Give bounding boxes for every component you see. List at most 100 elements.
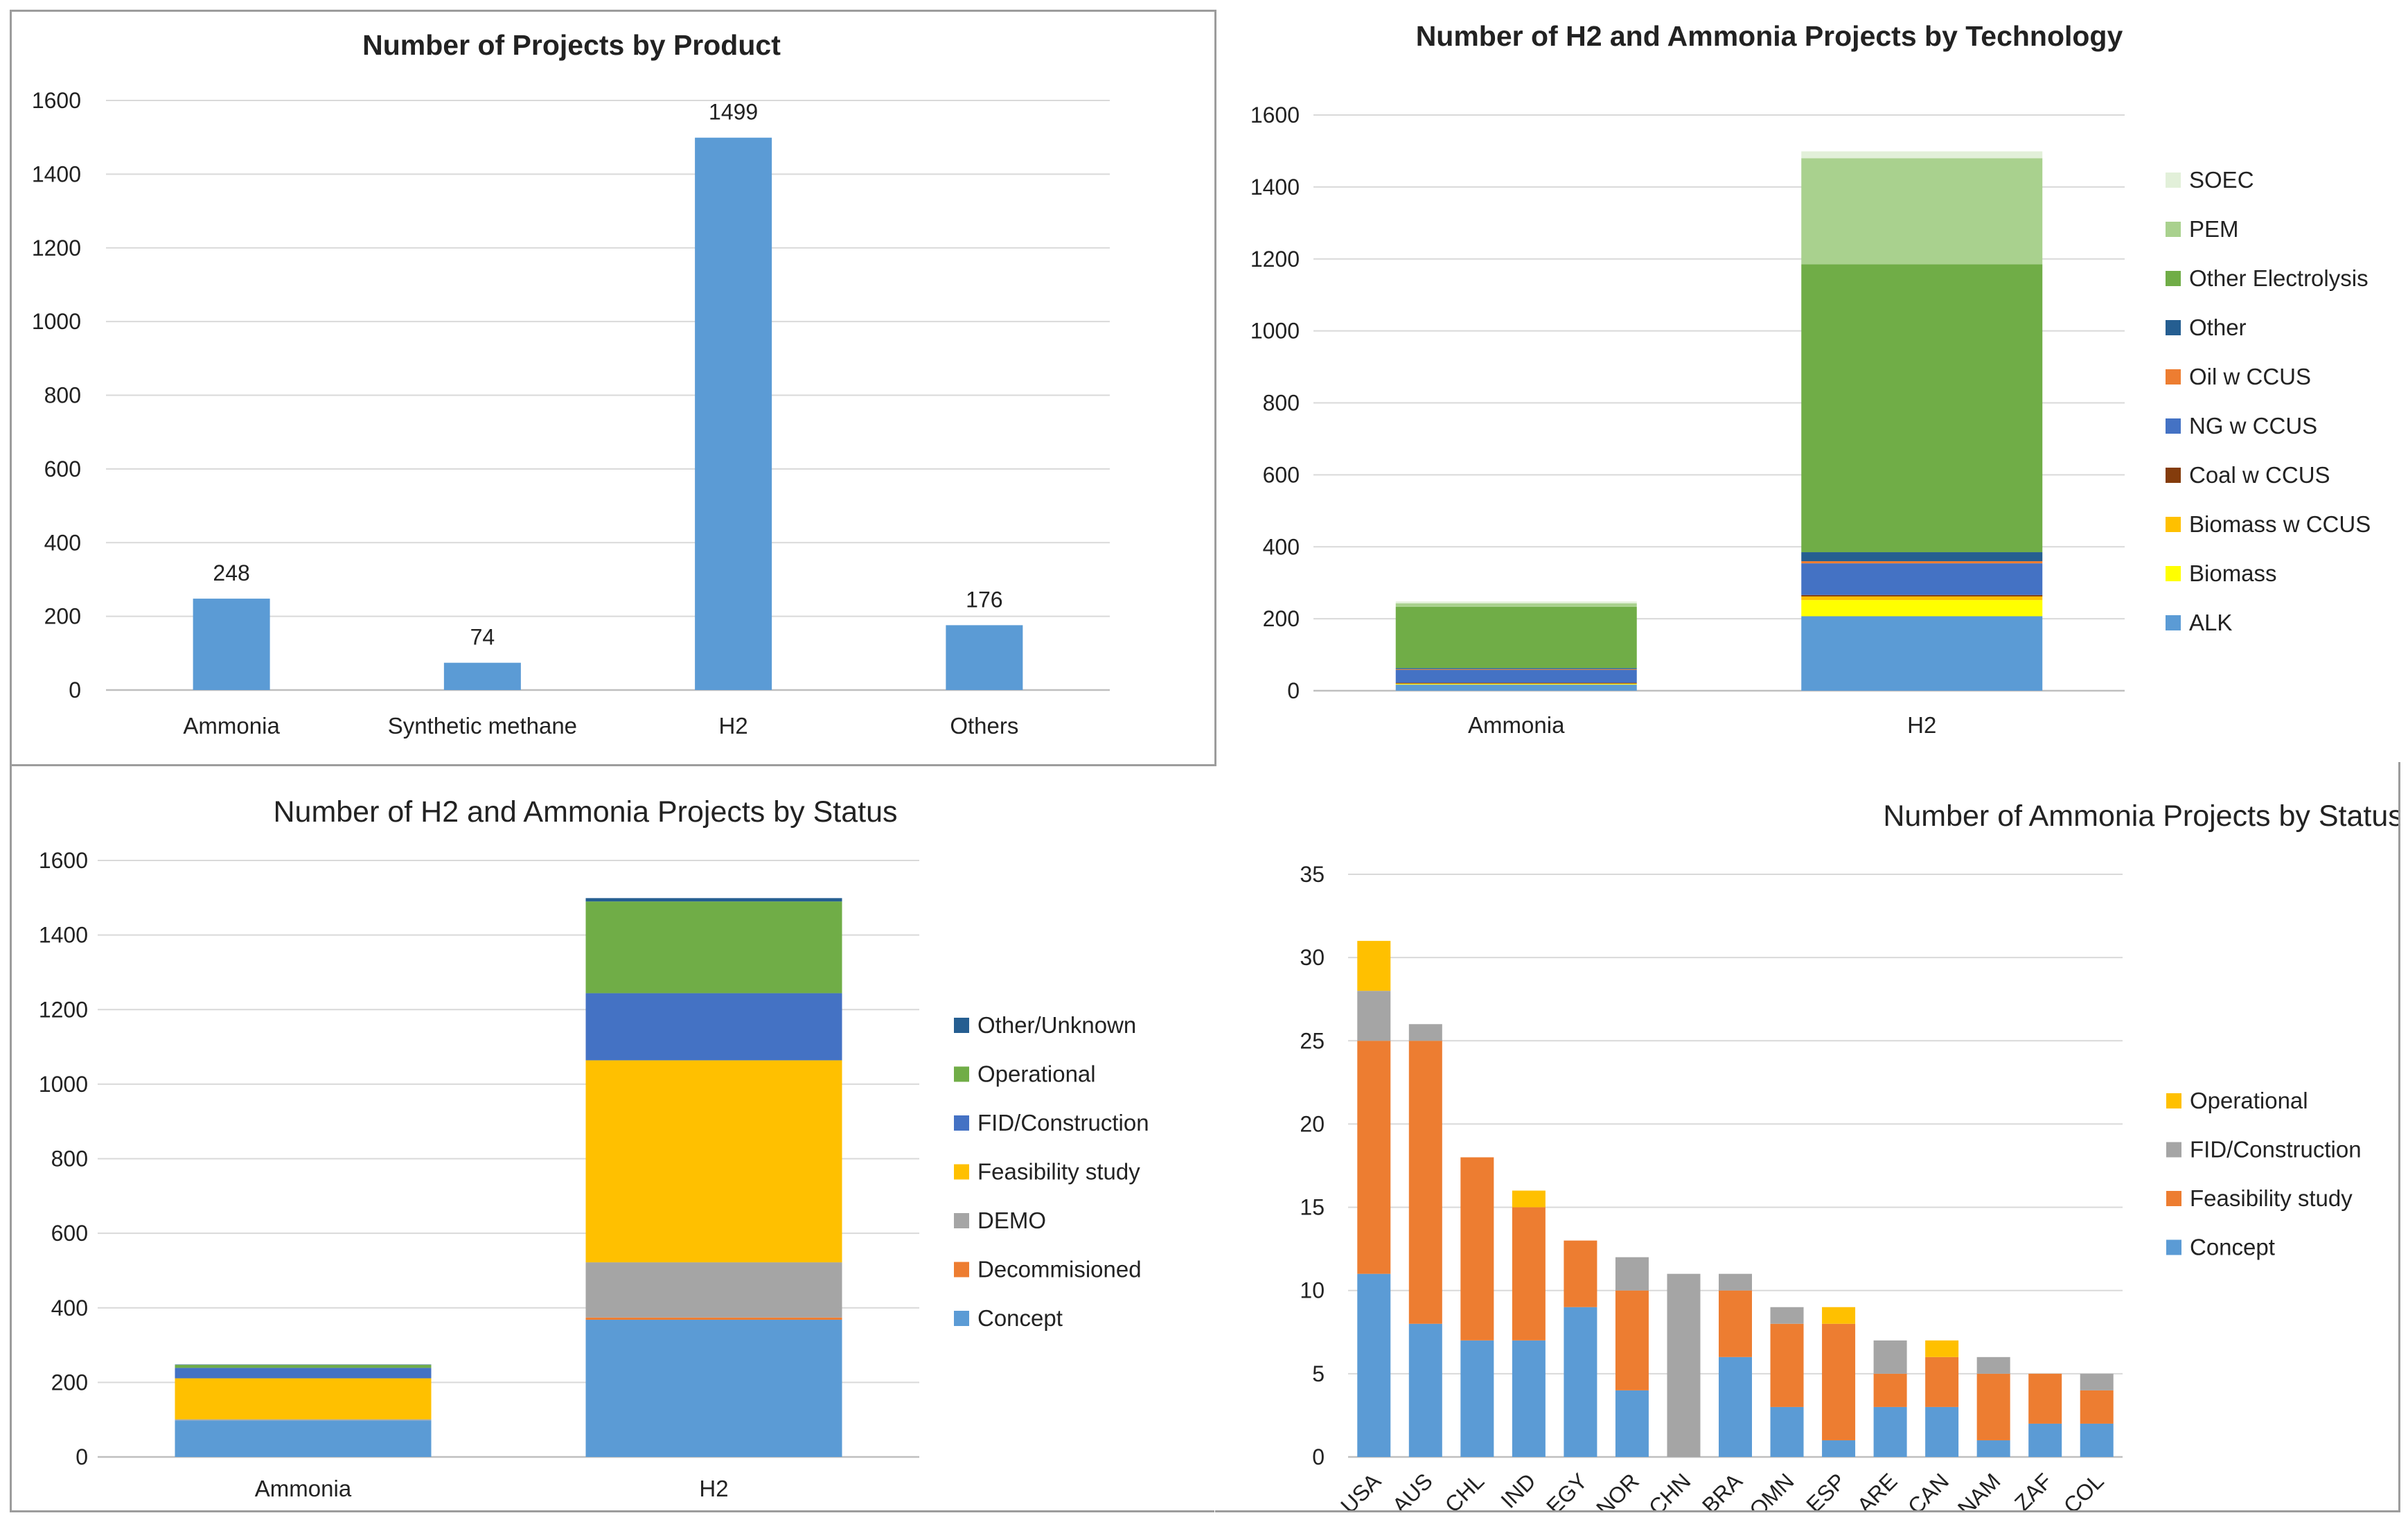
legend-label: Feasibility study <box>977 1159 1140 1185</box>
legend-swatch <box>2166 615 2181 630</box>
x-tick-label: CHN <box>1644 1468 1695 1510</box>
bar-segment <box>1801 563 2043 595</box>
legend-label: Oil w CCUS <box>2189 364 2311 389</box>
chart-projects-by-product: Number of Projects by Product 0 200 400 600… <box>32 29 1110 739</box>
bar-segment <box>1976 1440 2010 1457</box>
legend-swatch <box>2166 271 2181 286</box>
y-tick-label: 1400 <box>32 161 81 186</box>
bar-segment <box>1770 1323 1804 1407</box>
bar-segment <box>1395 668 1637 669</box>
x-tick-label: Ammonia <box>183 713 280 739</box>
bar-segment <box>1801 600 2043 617</box>
x-tick-label: NAM <box>1953 1468 2006 1510</box>
legend-label: Concept <box>2190 1235 2275 1260</box>
chart-title: Number of H2 and Ammonia Projects by Tec… <box>1416 20 2123 52</box>
bar-segment <box>1925 1406 1959 1457</box>
legend-label: Feasibility study <box>2190 1185 2353 1211</box>
legend-label: Operational <box>977 1061 1096 1087</box>
legend-label: Other Electrolysis <box>2189 265 2369 291</box>
bar-segment <box>1395 682 1637 684</box>
bar-segment <box>1615 1390 1649 1457</box>
bar-segment <box>1357 941 1391 991</box>
bar <box>946 625 1023 690</box>
bar-segment <box>1925 1340 1959 1357</box>
x-tick-label: ZAF <box>2010 1468 2057 1510</box>
y-tick-label: 25 <box>1300 1028 1325 1053</box>
bar-segment <box>1357 1041 1391 1274</box>
y-tick-label: 1400 <box>39 923 88 948</box>
y-tick-label: 35 <box>1300 862 1325 887</box>
legend-swatch <box>954 1311 969 1326</box>
y-tick-label: 1200 <box>39 997 88 1022</box>
bar-segment <box>1408 1041 1442 1324</box>
x-tick-label: EGY <box>1541 1468 1592 1510</box>
y-tick-label: 200 <box>1263 606 1300 631</box>
bar-segment <box>1801 264 2043 553</box>
x-tick-label: ESP <box>1801 1468 1850 1510</box>
x-tick-label: IND <box>1496 1468 1540 1510</box>
chart-panel-projects-by-status: Number of H2 and Ammonia Projects by Sta… <box>10 762 1214 1512</box>
legend-label: Other <box>2189 315 2247 340</box>
bar-segment <box>1801 151 2043 159</box>
bar-segment <box>175 1365 432 1368</box>
legend-label: SOEC <box>2189 167 2254 193</box>
y-tick-label: 400 <box>51 1296 88 1320</box>
y-tick-label: 600 <box>1263 462 1300 487</box>
chart-panel-ammonia-by-country: Number of Ammonia Projects by Status and… <box>1215 762 2400 1512</box>
legend-swatch <box>954 1018 969 1033</box>
bar-segment <box>2080 1373 2114 1390</box>
chart-title: Number of Projects by Product <box>362 29 781 61</box>
legend-swatch <box>2166 369 2181 385</box>
bar-segment <box>1395 684 1637 691</box>
legend-swatch <box>2166 1239 2181 1255</box>
bar-segment <box>1719 1273 1752 1291</box>
bar-segment <box>1822 1440 1856 1457</box>
chart-title: Number of Ammonia Projects by Status and… <box>1883 799 2398 833</box>
y-tick-label: 1600 <box>1250 103 1300 127</box>
bar-segment <box>1822 1307 1856 1324</box>
chart-title: Number of H2 and Ammonia Projects by Sta… <box>273 795 897 829</box>
bar-segment <box>175 1364 432 1366</box>
y-tick-label: 600 <box>44 457 81 481</box>
bar-segment <box>1460 1340 1494 1457</box>
y-tick-label: 10 <box>1300 1278 1325 1303</box>
bar-segment <box>1873 1373 1907 1407</box>
legend-label: PEM <box>2189 216 2239 242</box>
x-tick-label: NOR <box>1591 1468 1644 1510</box>
bar-segment <box>1719 1290 1752 1357</box>
x-tick-label: Ammonia <box>255 1476 352 1501</box>
bar-segment <box>1512 1207 1546 1341</box>
legend-label: Biomass <box>2189 560 2277 586</box>
legend-swatch <box>954 1262 969 1278</box>
legend-swatch <box>2166 468 2181 483</box>
x-tick-label: CHL <box>1440 1468 1489 1510</box>
x-tick-label: H2 <box>719 713 748 739</box>
y-tick-label: 800 <box>44 383 81 408</box>
bar-segment <box>585 1060 842 1263</box>
legend-swatch <box>954 1115 969 1131</box>
bar-segment <box>1976 1373 2010 1440</box>
bar-segment <box>1925 1356 1959 1407</box>
chart-ammonia-by-status-country: Number of Ammonia Projects by Status and… <box>1300 799 2398 1510</box>
legend-label: Decommisioned <box>977 1257 1142 1282</box>
y-tick-label: 800 <box>1263 391 1300 416</box>
bar-segment <box>1408 1323 1442 1457</box>
y-tick-label: 1600 <box>39 848 88 873</box>
y-tick-label: 0 <box>69 678 81 702</box>
bar-segment <box>1395 606 1637 669</box>
chart-projects-by-technology: Number of H2 and Ammonia Projects by Tec… <box>1250 20 2371 738</box>
bar <box>695 137 772 691</box>
bar-segment <box>175 1419 432 1421</box>
x-tick-label: H2 <box>699 1476 728 1501</box>
bar-segment <box>1801 158 2043 265</box>
bar <box>193 599 270 690</box>
x-tick-label: ARE <box>1852 1468 1902 1510</box>
bar-segment <box>1801 552 2043 562</box>
bar-segment <box>1395 669 1637 670</box>
bar-segment <box>1801 596 2043 601</box>
chart-panel-projects-by-technology: Number of H2 and Ammonia Projects by Tec… <box>1215 10 2398 762</box>
bar-segment <box>1801 561 2043 564</box>
y-tick-label: 600 <box>51 1221 88 1246</box>
legend-label: FID/Construction <box>977 1110 1149 1135</box>
y-tick-label: 0 <box>1312 1444 1325 1469</box>
